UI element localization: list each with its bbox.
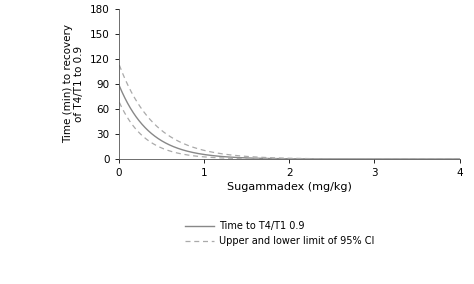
Y-axis label: Time (min) to recovery
of T4/T1 to 0.9: Time (min) to recovery of T4/T1 to 0.9 <box>63 24 84 143</box>
X-axis label: Sugammadex (mg/kg): Sugammadex (mg/kg) <box>227 182 352 192</box>
Legend: Time to T4/T1 0.9, Upper and lower limit of 95% CI: Time to T4/T1 0.9, Upper and lower limit… <box>185 221 374 246</box>
